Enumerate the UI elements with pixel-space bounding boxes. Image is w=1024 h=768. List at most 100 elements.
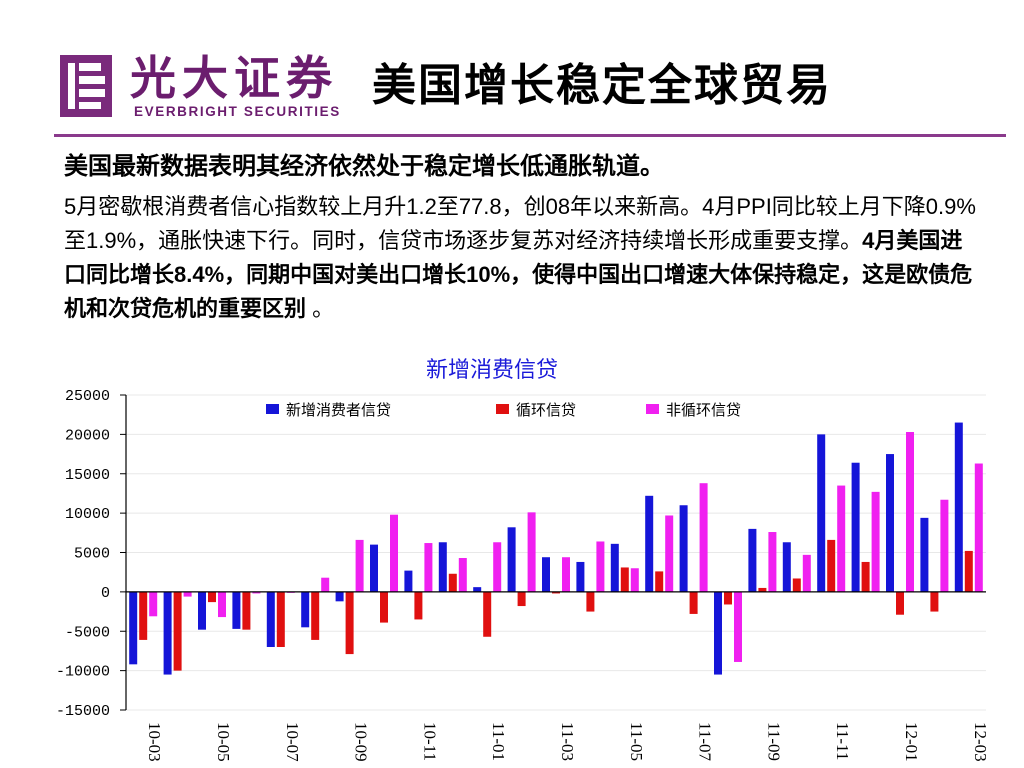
bar-循环信贷 <box>655 571 664 592</box>
y-tick-label: 20000 <box>65 427 110 444</box>
bar-非循环信贷 <box>906 432 914 592</box>
x-tick-label: 10-11 <box>420 722 439 761</box>
bar-新增消费者信贷 <box>610 543 619 592</box>
bar-非循环信贷 <box>871 491 880 592</box>
bar-新增消费者信贷 <box>920 517 929 592</box>
body-text-bold: 4月美国进口同比增长8.4%，同期中国对美出口增长10%，使得中国出口增速大体保… <box>64 228 973 321</box>
bar-非循环信贷 <box>596 541 605 592</box>
bar-非循环信贷 <box>183 591 192 597</box>
y-tick-label: 0 <box>101 585 110 602</box>
bar-非循环信贷 <box>149 591 158 617</box>
bar-循环信贷 <box>724 591 732 605</box>
chart-bars <box>129 422 983 675</box>
x-tick-label: 12-03 <box>971 722 990 762</box>
y-tick-label: 5000 <box>74 546 110 563</box>
bar-循环信贷 <box>414 591 423 620</box>
legend-label: 非循环信贷 <box>666 401 741 419</box>
bar-新增消费者信贷 <box>507 527 516 592</box>
bar-循环信贷 <box>448 573 457 592</box>
body-paragraph: 5月密歇根消费者信心指数较上月升1.2至77.8，创08年以来新高。4月PPI同… <box>64 190 984 326</box>
bar-循环信贷 <box>208 591 216 603</box>
brand-name-cn: 光大证券 <box>130 51 338 105</box>
bar-新增消费者信贷 <box>301 591 310 628</box>
bar-非循环信贷 <box>768 532 777 592</box>
y-tick-label: 10000 <box>65 506 110 523</box>
x-tick-label: 11-05 <box>627 722 646 761</box>
bar-新增消费者信贷 <box>645 495 654 592</box>
x-tick-label: 10-09 <box>352 722 371 762</box>
bar-循环信贷 <box>758 587 767 592</box>
everbright-logo-icon <box>60 55 112 117</box>
y-tick-label: 25000 <box>65 388 110 405</box>
bar-新增消费者信贷 <box>748 528 757 592</box>
x-tick-label: 12-01 <box>902 722 921 762</box>
x-tick-label: 10-03 <box>145 722 164 762</box>
y-tick-label: -15000 <box>56 703 110 720</box>
bar-循环信贷 <box>139 591 148 640</box>
bar-新增消费者信贷 <box>266 591 275 647</box>
legend-swatch <box>496 404 509 414</box>
bar-循环信贷 <box>964 550 973 592</box>
bar-循环信贷 <box>896 591 904 615</box>
bar-循环信贷 <box>792 578 801 592</box>
bar-非循环信贷 <box>665 515 674 592</box>
bar-非循环信贷 <box>493 542 502 592</box>
legend-label: 循环信贷 <box>516 401 576 419</box>
bar-非循环信贷 <box>252 591 261 594</box>
x-tick-label: 10-07 <box>283 722 302 762</box>
y-tick-label: -10000 <box>56 664 110 681</box>
bar-新增消费者信贷 <box>886 454 894 592</box>
bar-非循环信贷 <box>321 577 330 592</box>
bar-循环信贷 <box>930 591 939 612</box>
bar-新增消费者信贷 <box>370 544 378 592</box>
bar-循环信贷 <box>242 591 251 630</box>
y-tick-label: 15000 <box>65 467 110 484</box>
x-tick-label: 10-05 <box>214 722 233 762</box>
bar-循环信贷 <box>276 591 285 647</box>
lead-sentence: 美国最新数据表明其经济依然处于稳定增长低通胀轨道。 <box>64 151 664 180</box>
bar-新增消费者信贷 <box>404 570 413 592</box>
bar-非循环信贷 <box>424 543 433 592</box>
legend-swatch <box>646 404 659 414</box>
bar-非循环信贷 <box>458 558 467 592</box>
bar-新增消费者信贷 <box>576 561 585 592</box>
x-axis-ticks: 10-03 10-05 10-07 10-09 10-11 11-01 11-03 11-05… <box>145 722 990 762</box>
consumer-credit-chart: 25000 20000 15000 10000 5000 0 -5000 -10000 -150… <box>56 388 990 762</box>
bar-新增消费者信贷 <box>438 542 447 592</box>
bar-新增消费者信贷 <box>542 557 550 592</box>
bar-循环信贷 <box>517 591 526 607</box>
x-tick-label: 11-03 <box>558 722 577 761</box>
bar-非循环信贷 <box>390 514 398 592</box>
legend-swatch <box>266 404 279 414</box>
bar-非循环信贷 <box>355 539 364 592</box>
brand-name-en: EVERBRIGHT SECURITIES <box>134 104 341 119</box>
body-text-plain: 5月密歇根消费者信心指数较上月升1.2至77.8，创08年以来新高。4月PPI同… <box>64 194 976 253</box>
bar-循环信贷 <box>311 591 320 640</box>
slide-title: 美国增长稳定全球贸易 <box>372 60 832 111</box>
bar-新增消费者信贷 <box>714 591 722 675</box>
bar-新增消费者信贷 <box>163 591 172 675</box>
y-tick-label: -5000 <box>65 624 110 641</box>
chart-axes <box>120 394 986 711</box>
bar-循环信贷 <box>586 591 595 612</box>
bar-非循环信贷 <box>218 591 226 618</box>
y-axis-ticks: 25000 20000 15000 10000 5000 0 -5000 -10000 -150… <box>56 388 110 720</box>
bar-非循环信贷 <box>527 512 536 592</box>
bar-循环信贷 <box>689 591 698 614</box>
bar-新增消费者信贷 <box>232 591 241 629</box>
bar-非循环信贷 <box>837 485 846 592</box>
bar-新增消费者信贷 <box>335 591 344 602</box>
bar-非循环信贷 <box>699 483 708 592</box>
header-divider <box>54 134 1006 137</box>
bar-循环信贷 <box>345 591 354 655</box>
chart-caption: 新增消费信贷 <box>426 357 559 382</box>
bar-非循环信贷 <box>802 554 811 592</box>
bar-新增消费者信贷 <box>782 542 791 592</box>
legend-label: 新增消费者信贷 <box>286 401 391 419</box>
bar-非循环信贷 <box>734 591 742 662</box>
bar-新增消费者信贷 <box>817 434 826 592</box>
bar-非循环信贷 <box>974 463 983 592</box>
body-text-end: 。 <box>306 296 335 321</box>
bar-非循环信贷 <box>630 568 639 592</box>
bar-非循环信贷 <box>940 499 949 592</box>
